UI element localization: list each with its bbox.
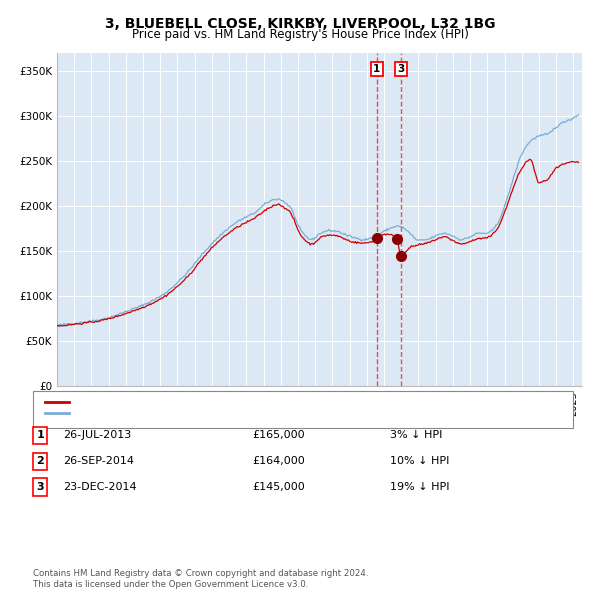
- Text: £145,000: £145,000: [252, 483, 305, 492]
- Text: Price paid vs. HM Land Registry's House Price Index (HPI): Price paid vs. HM Land Registry's House …: [131, 28, 469, 41]
- Text: 3: 3: [37, 483, 44, 492]
- Text: 23-DEC-2014: 23-DEC-2014: [63, 483, 137, 492]
- Text: 26-SEP-2014: 26-SEP-2014: [63, 457, 134, 466]
- Text: Contains HM Land Registry data © Crown copyright and database right 2024.
This d: Contains HM Land Registry data © Crown c…: [33, 569, 368, 589]
- Text: 10% ↓ HPI: 10% ↓ HPI: [390, 457, 449, 466]
- Text: 1: 1: [373, 64, 380, 74]
- Text: 3: 3: [397, 64, 404, 74]
- Text: £164,000: £164,000: [252, 457, 305, 466]
- Text: 26-JUL-2013: 26-JUL-2013: [63, 431, 131, 440]
- Text: 3% ↓ HPI: 3% ↓ HPI: [390, 431, 442, 440]
- Text: 1: 1: [37, 431, 44, 440]
- Text: 19% ↓ HPI: 19% ↓ HPI: [390, 483, 449, 492]
- Text: 3, BLUEBELL CLOSE, KIRKBY, LIVERPOOL, L32 1BG (detached house): 3, BLUEBELL CLOSE, KIRKBY, LIVERPOOL, L3…: [72, 397, 427, 407]
- Text: £165,000: £165,000: [252, 431, 305, 440]
- Text: 2: 2: [37, 457, 44, 466]
- Text: 3, BLUEBELL CLOSE, KIRKBY, LIVERPOOL, L32 1BG: 3, BLUEBELL CLOSE, KIRKBY, LIVERPOOL, L3…: [105, 17, 495, 31]
- Text: HPI: Average price, detached house, Knowsley: HPI: Average price, detached house, Know…: [72, 408, 314, 418]
